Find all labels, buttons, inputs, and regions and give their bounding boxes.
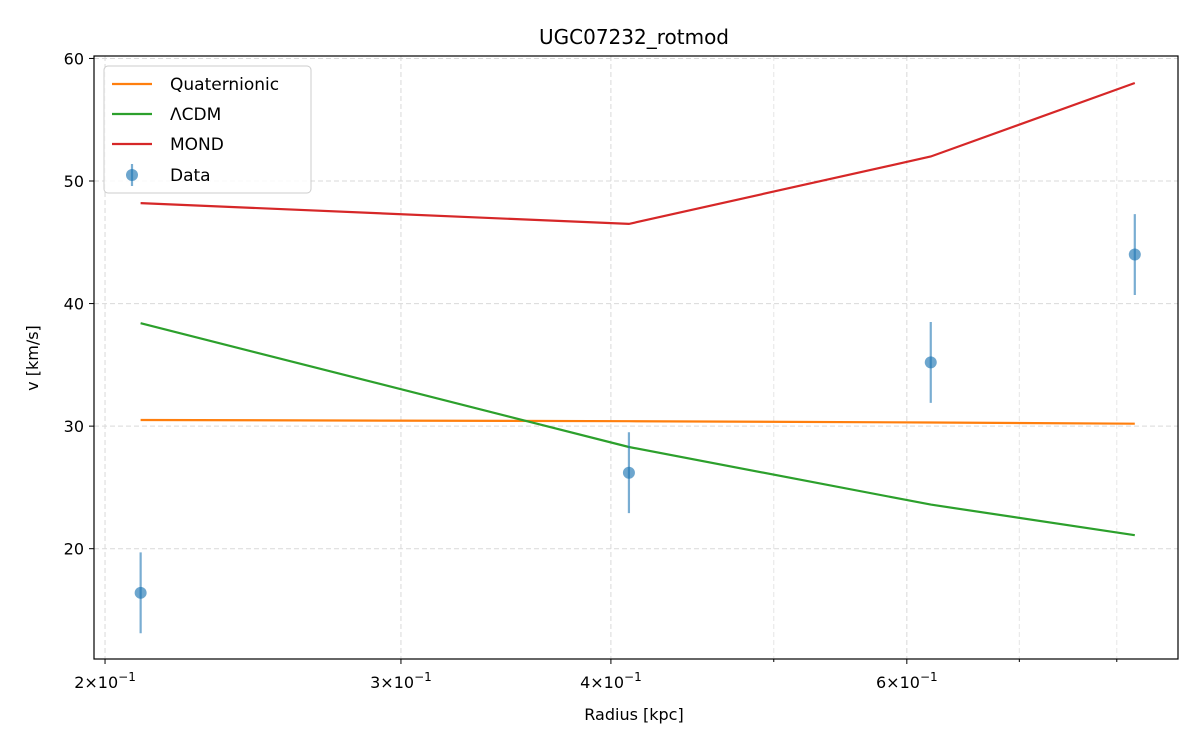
y-tick-label: 50: [64, 172, 84, 191]
x-axis-ticks: 2×10−1 3×10−1 4×10−1 6×10−1: [74, 659, 1118, 692]
y-tick-label: 20: [64, 540, 84, 559]
series-layer: [140, 81, 1136, 537]
y-tick-label: 30: [64, 417, 84, 436]
legend-label: MOND: [170, 135, 224, 155]
y-axis-ticks: 20 30 40 50 60: [64, 49, 94, 559]
legend-label: ΛCDM: [170, 105, 221, 125]
series-line-quaternionic: [140, 418, 1135, 425]
legend-box: [103, 65, 312, 194]
x-tick-label: 6×10−1: [876, 670, 938, 692]
series-line-mond: [140, 81, 1136, 226]
data-point: [924, 356, 937, 369]
x-tick-label: 3×10−1: [370, 670, 432, 692]
x-tick-label: 2×10−1: [74, 670, 136, 692]
data-point: [1128, 248, 1141, 261]
series-line-cdm: [140, 322, 1135, 537]
y-tick-label: 40: [64, 295, 84, 314]
y-tick-label: 60: [64, 49, 84, 68]
data-point: [134, 586, 147, 599]
x-tick-label: 4×10−1: [580, 670, 642, 692]
x-axis-title: Radius [kpc]: [584, 705, 683, 724]
legend-label: Quaternionic: [170, 75, 279, 95]
data-points: [134, 214, 1141, 634]
plot-frame: [93, 55, 1179, 660]
data-point: [622, 466, 635, 479]
legend-swatch-marker: [126, 169, 138, 181]
legend-label: Data: [170, 166, 211, 186]
chart-title: UGC07232_rotmod: [539, 25, 729, 49]
legend: Quaternionic ΛCDM MOND Data: [103, 65, 312, 194]
y-axis-title: v [km/s]: [23, 325, 42, 391]
